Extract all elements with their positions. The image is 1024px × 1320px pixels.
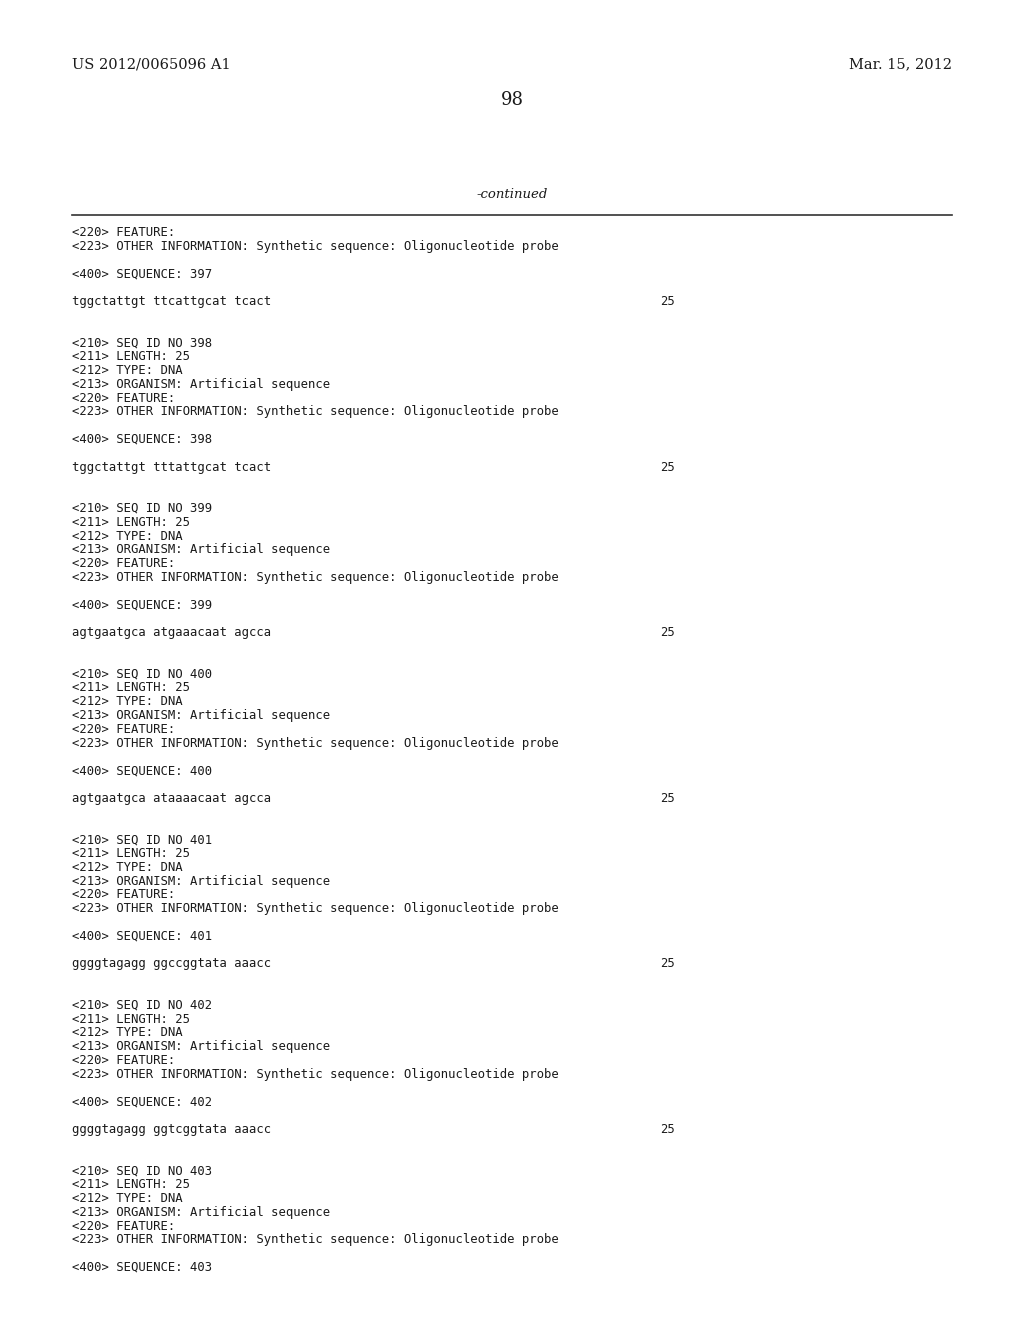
Text: <223> OTHER INFORMATION: Synthetic sequence: Oligonucleotide probe: <223> OTHER INFORMATION: Synthetic seque… <box>72 405 559 418</box>
Text: ggggtagagg ggtcggtata aaacc: ggggtagagg ggtcggtata aaacc <box>72 1123 271 1137</box>
Text: agtgaatgca ataaaacaat agcca: agtgaatgca ataaaacaat agcca <box>72 792 271 805</box>
Text: <212> TYPE: DNA: <212> TYPE: DNA <box>72 1027 182 1039</box>
Text: -continued: -continued <box>476 187 548 201</box>
Text: <213> ORGANISM: Artificial sequence: <213> ORGANISM: Artificial sequence <box>72 1205 330 1218</box>
Text: <210> SEQ ID NO 399: <210> SEQ ID NO 399 <box>72 502 212 515</box>
Text: <210> SEQ ID NO 401: <210> SEQ ID NO 401 <box>72 833 212 846</box>
Text: <223> OTHER INFORMATION: Synthetic sequence: Oligonucleotide probe: <223> OTHER INFORMATION: Synthetic seque… <box>72 1233 559 1246</box>
Text: <210> SEQ ID NO 400: <210> SEQ ID NO 400 <box>72 668 212 681</box>
Text: tggctattgt ttcattgcat tcact: tggctattgt ttcattgcat tcact <box>72 294 271 308</box>
Text: <210> SEQ ID NO 402: <210> SEQ ID NO 402 <box>72 999 212 1012</box>
Text: <220> FEATURE:: <220> FEATURE: <box>72 392 175 405</box>
Text: 25: 25 <box>660 957 675 970</box>
Text: <213> ORGANISM: Artificial sequence: <213> ORGANISM: Artificial sequence <box>72 709 330 722</box>
Text: <400> SEQUENCE: 397: <400> SEQUENCE: 397 <box>72 268 212 280</box>
Text: agtgaatgca atgaaacaat agcca: agtgaatgca atgaaacaat agcca <box>72 626 271 639</box>
Text: <400> SEQUENCE: 399: <400> SEQUENCE: 399 <box>72 598 212 611</box>
Text: <223> OTHER INFORMATION: Synthetic sequence: Oligonucleotide probe: <223> OTHER INFORMATION: Synthetic seque… <box>72 572 559 583</box>
Text: 25: 25 <box>660 461 675 474</box>
Text: <212> TYPE: DNA: <212> TYPE: DNA <box>72 529 182 543</box>
Text: <211> LENGTH: 25: <211> LENGTH: 25 <box>72 516 190 529</box>
Text: <213> ORGANISM: Artificial sequence: <213> ORGANISM: Artificial sequence <box>72 378 330 391</box>
Text: <212> TYPE: DNA: <212> TYPE: DNA <box>72 1192 182 1205</box>
Text: <220> FEATURE:: <220> FEATURE: <box>72 1053 175 1067</box>
Text: <400> SEQUENCE: 401: <400> SEQUENCE: 401 <box>72 929 212 942</box>
Text: <223> OTHER INFORMATION: Synthetic sequence: Oligonucleotide probe: <223> OTHER INFORMATION: Synthetic seque… <box>72 737 559 750</box>
Text: 25: 25 <box>660 294 675 308</box>
Text: <212> TYPE: DNA: <212> TYPE: DNA <box>72 696 182 709</box>
Text: <220> FEATURE:: <220> FEATURE: <box>72 1220 175 1233</box>
Text: 25: 25 <box>660 1123 675 1137</box>
Text: <220> FEATURE:: <220> FEATURE: <box>72 723 175 735</box>
Text: <400> SEQUENCE: 400: <400> SEQUENCE: 400 <box>72 764 212 777</box>
Text: <210> SEQ ID NO 403: <210> SEQ ID NO 403 <box>72 1164 212 1177</box>
Text: <211> LENGTH: 25: <211> LENGTH: 25 <box>72 1012 190 1026</box>
Text: <400> SEQUENCE: 402: <400> SEQUENCE: 402 <box>72 1096 212 1109</box>
Text: US 2012/0065096 A1: US 2012/0065096 A1 <box>72 57 230 71</box>
Text: 25: 25 <box>660 792 675 805</box>
Text: <212> TYPE: DNA: <212> TYPE: DNA <box>72 364 182 378</box>
Text: <223> OTHER INFORMATION: Synthetic sequence: Oligonucleotide probe: <223> OTHER INFORMATION: Synthetic seque… <box>72 1068 559 1081</box>
Text: <400> SEQUENCE: 403: <400> SEQUENCE: 403 <box>72 1261 212 1274</box>
Text: <213> ORGANISM: Artificial sequence: <213> ORGANISM: Artificial sequence <box>72 875 330 887</box>
Text: <213> ORGANISM: Artificial sequence: <213> ORGANISM: Artificial sequence <box>72 1040 330 1053</box>
Text: 25: 25 <box>660 626 675 639</box>
Text: <211> LENGTH: 25: <211> LENGTH: 25 <box>72 681 190 694</box>
Text: <213> ORGANISM: Artificial sequence: <213> ORGANISM: Artificial sequence <box>72 544 330 557</box>
Text: tggctattgt tttattgcat tcact: tggctattgt tttattgcat tcact <box>72 461 271 474</box>
Text: <223> OTHER INFORMATION: Synthetic sequence: Oligonucleotide probe: <223> OTHER INFORMATION: Synthetic seque… <box>72 240 559 253</box>
Text: <220> FEATURE:: <220> FEATURE: <box>72 226 175 239</box>
Text: 98: 98 <box>501 91 523 110</box>
Text: <223> OTHER INFORMATION: Synthetic sequence: Oligonucleotide probe: <223> OTHER INFORMATION: Synthetic seque… <box>72 902 559 915</box>
Text: ggggtagagg ggccggtata aaacc: ggggtagagg ggccggtata aaacc <box>72 957 271 970</box>
Text: <211> LENGTH: 25: <211> LENGTH: 25 <box>72 1179 190 1191</box>
Text: Mar. 15, 2012: Mar. 15, 2012 <box>849 57 952 71</box>
Text: <211> LENGTH: 25: <211> LENGTH: 25 <box>72 847 190 861</box>
Text: <210> SEQ ID NO 398: <210> SEQ ID NO 398 <box>72 337 212 350</box>
Text: <211> LENGTH: 25: <211> LENGTH: 25 <box>72 350 190 363</box>
Text: <400> SEQUENCE: 398: <400> SEQUENCE: 398 <box>72 433 212 446</box>
Text: <220> FEATURE:: <220> FEATURE: <box>72 888 175 902</box>
Text: <220> FEATURE:: <220> FEATURE: <box>72 557 175 570</box>
Text: <212> TYPE: DNA: <212> TYPE: DNA <box>72 861 182 874</box>
